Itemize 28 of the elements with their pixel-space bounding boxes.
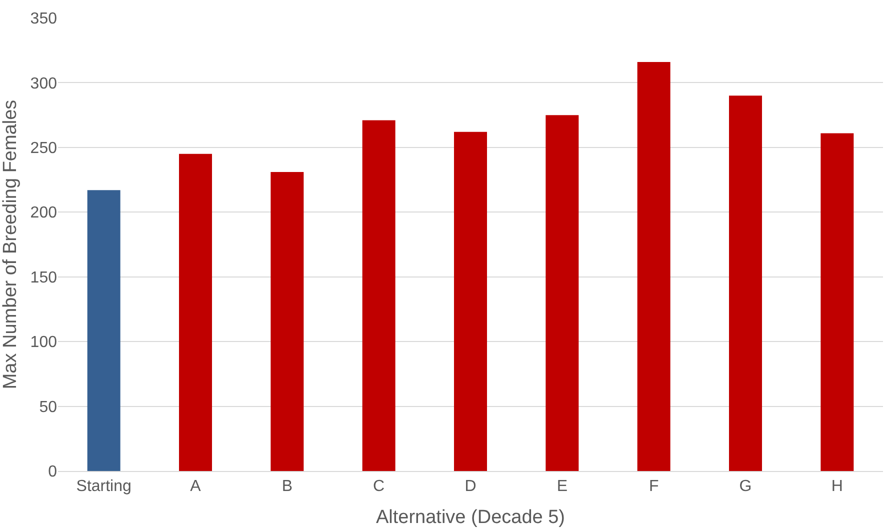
bar <box>546 115 579 471</box>
bar <box>362 120 396 471</box>
bar <box>179 154 212 471</box>
y-tick-label: 50 <box>39 398 58 416</box>
y-tick-label: 200 <box>30 204 58 222</box>
x-tick-label: E <box>556 478 568 496</box>
x-tick-label: B <box>282 478 293 496</box>
x-tick-label: D <box>464 478 476 496</box>
y-tick-label: 350 <box>30 10 58 28</box>
y-tick-label: 250 <box>30 140 58 158</box>
bar <box>820 133 854 471</box>
y-tick-label: 150 <box>30 269 58 286</box>
x-tick-label: H <box>831 478 843 496</box>
x-tick-label: Starting <box>76 478 132 496</box>
y-axis-title: Max Number of Breeding Females <box>0 100 21 390</box>
bar <box>637 62 670 471</box>
x-axis-title: Alternative (Decade 5) <box>376 507 566 528</box>
y-tick-label: 300 <box>30 75 58 92</box>
bar <box>729 96 762 471</box>
y-tick-label: 0 <box>48 464 58 481</box>
x-tick-label: C <box>373 478 385 496</box>
bar <box>454 132 487 471</box>
x-tick-label: G <box>739 478 752 496</box>
bar <box>87 190 120 471</box>
x-tick-label: F <box>648 478 659 496</box>
bar <box>270 172 304 471</box>
y-tick-label: 100 <box>30 334 58 352</box>
x-tick-label: A <box>190 478 202 496</box>
